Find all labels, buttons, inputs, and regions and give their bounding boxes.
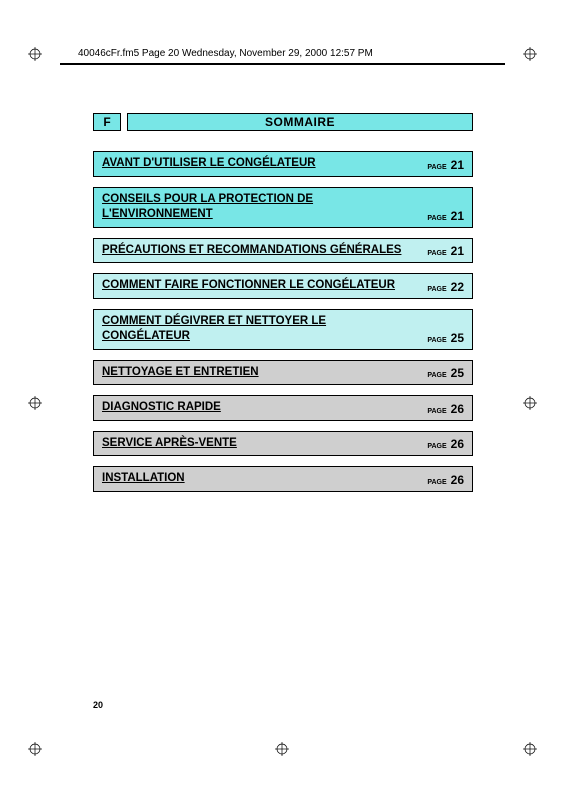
- toc-page-wrap: PAGE 25: [427, 331, 464, 345]
- toc-page-wrap: PAGE 26: [427, 473, 464, 487]
- toc-page-label: PAGE: [427, 164, 446, 171]
- toc-page-number: 26: [451, 473, 464, 487]
- toc-item[interactable]: DIAGNOSTIC RAPIDE PAGE 26: [93, 395, 473, 421]
- toc-page-label: PAGE: [427, 337, 446, 344]
- toc-page-label: PAGE: [427, 479, 446, 486]
- toc-page-number: 21: [451, 209, 464, 223]
- toc-page-number: 25: [451, 366, 464, 380]
- toc-item-title: AVANT D'UTILISER LE CONGÉLATEUR: [102, 156, 316, 172]
- toc-item[interactable]: COMMENT FAIRE FONCTIONNER LE CONGÉLATEUR…: [93, 273, 473, 299]
- content-area: F SOMMAIRE AVANT D'UTILISER LE CONGÉLATE…: [93, 113, 473, 502]
- toc-page-label: PAGE: [427, 215, 446, 222]
- toc-page-number: 21: [451, 158, 464, 172]
- toc-page-label: PAGE: [427, 250, 446, 257]
- toc-list: AVANT D'UTILISER LE CONGÉLATEUR PAGE 21 CON…: [93, 151, 473, 492]
- toc-page-number: 22: [451, 280, 464, 294]
- toc-page-wrap: PAGE 26: [427, 437, 464, 451]
- toc-page-wrap: PAGE 21: [427, 209, 464, 223]
- toc-item[interactable]: COMMENT DÉGIVRER ET NETTOYER LE CONGÉLAT…: [93, 309, 473, 350]
- toc-item-title: CONSEILS POUR LA PROTECTION DE L'ENVIRON…: [102, 192, 402, 223]
- toc-item-title: INSTALLATION: [102, 471, 185, 487]
- crop-mark-icon: [523, 47, 537, 61]
- toc-item[interactable]: NETTOYAGE ET ENTRETIEN PAGE 25: [93, 360, 473, 386]
- toc-item[interactable]: CONSEILS POUR LA PROTECTION DE L'ENVIRON…: [93, 187, 473, 228]
- toc-page-number: 26: [451, 437, 464, 451]
- toc-page-number: 25: [451, 331, 464, 345]
- toc-page-wrap: PAGE 22: [427, 280, 464, 294]
- toc-item-title: DIAGNOSTIC RAPIDE: [102, 400, 221, 416]
- toc-item[interactable]: PRÉCAUTIONS ET RECOMMANDATIONS GÉNÉRALES…: [93, 238, 473, 264]
- toc-page-label: PAGE: [427, 286, 446, 293]
- crop-mark-icon: [28, 47, 42, 61]
- language-code-box: F: [93, 113, 121, 131]
- sommaire-title: SOMMAIRE: [127, 113, 473, 131]
- header-rule: [60, 63, 505, 65]
- crop-mark-icon: [28, 396, 42, 410]
- toc-page-number: 26: [451, 402, 464, 416]
- toc-item-title: PRÉCAUTIONS ET RECOMMANDATIONS GÉNÉRALES: [102, 243, 401, 259]
- page-number-footer: 20: [93, 700, 103, 710]
- crop-mark-icon: [523, 396, 537, 410]
- toc-item-title: COMMENT DÉGIVRER ET NETTOYER LE CONGÉLAT…: [102, 314, 402, 345]
- toc-page-label: PAGE: [427, 372, 446, 379]
- toc-page-wrap: PAGE 25: [427, 366, 464, 380]
- toc-item-title: SERVICE APRÈS-VENTE: [102, 436, 237, 452]
- toc-page-label: PAGE: [427, 443, 446, 450]
- toc-page-wrap: PAGE 21: [427, 244, 464, 258]
- toc-item[interactable]: SERVICE APRÈS-VENTE PAGE 26: [93, 431, 473, 457]
- page-header-text: 40046cFr.fm5 Page 20 Wednesday, November…: [78, 48, 373, 59]
- toc-page-label: PAGE: [427, 408, 446, 415]
- toc-item-title: COMMENT FAIRE FONCTIONNER LE CONGÉLATEUR: [102, 278, 395, 294]
- crop-mark-icon: [28, 742, 42, 756]
- toc-page-wrap: PAGE 21: [427, 158, 464, 172]
- crop-mark-icon: [523, 742, 537, 756]
- crop-mark-icon: [275, 742, 289, 756]
- toc-page-number: 21: [451, 244, 464, 258]
- toc-item[interactable]: AVANT D'UTILISER LE CONGÉLATEUR PAGE 21: [93, 151, 473, 177]
- toc-page-wrap: PAGE 26: [427, 402, 464, 416]
- toc-item[interactable]: INSTALLATION PAGE 26: [93, 466, 473, 492]
- title-row: F SOMMAIRE: [93, 113, 473, 131]
- toc-item-title: NETTOYAGE ET ENTRETIEN: [102, 365, 259, 381]
